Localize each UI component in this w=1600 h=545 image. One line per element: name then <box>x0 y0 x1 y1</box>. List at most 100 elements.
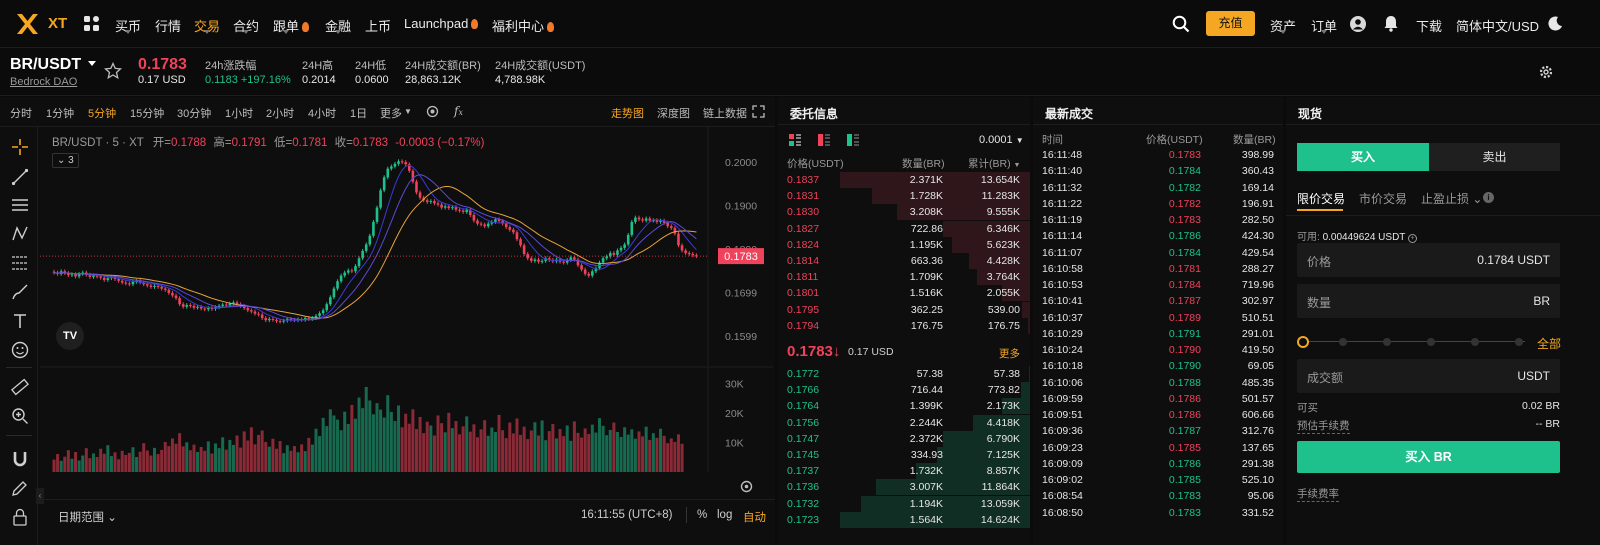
nav-0[interactable]: 买币 <box>115 19 142 34</box>
precision-select[interactable]: 0.0001 ▼ <box>979 134 1024 146</box>
timeframe-0[interactable]: 分时 <box>10 108 32 120</box>
collapse-toolbar-button[interactable]: ‹ <box>36 488 44 504</box>
assets-menu[interactable]: 资产 <box>1270 19 1297 34</box>
fullscreen-icon[interactable] <box>752 105 765 118</box>
bid-row[interactable]: 0.1764 1.399K 2.173K <box>778 398 1030 415</box>
view-1[interactable]: 深度图 <box>657 108 690 120</box>
timeframe-7[interactable]: 4小时 <box>308 108 337 120</box>
price-input[interactable] <box>1394 251 1514 269</box>
bid-row[interactable]: 0.1736 3.007K 11.864K <box>778 479 1030 496</box>
trend-line-icon[interactable] <box>10 167 30 187</box>
ask-row[interactable]: 0.1801 1.516K 2.055K <box>778 285 1030 302</box>
nav-7[interactable]: Launchpad <box>404 16 479 31</box>
nav-8[interactable]: 福利中心 <box>492 16 555 35</box>
project-name-link[interactable]: Bedrock DAO <box>10 76 78 88</box>
xt-logo[interactable]: XT <box>14 11 84 37</box>
bid-row[interactable]: 0.1737 1.732K 8.857K <box>778 463 1030 480</box>
ask-row[interactable]: 0.1827 722.86 6.346K <box>778 220 1030 237</box>
emoji-icon[interactable] <box>10 340 30 360</box>
settings-gear-icon[interactable] <box>1539 65 1553 79</box>
ask-row[interactable]: 0.1814 663.36 4.428K <box>778 253 1030 269</box>
ask-row[interactable]: 0.1837 2.371K 13.654K <box>778 172 1030 188</box>
bid-row[interactable]: 0.1747 2.372K 6.790K <box>778 430 1030 447</box>
all-amount-button[interactable]: 全部 <box>1537 337 1562 351</box>
magnet-icon[interactable] <box>10 449 30 469</box>
ruler-icon[interactable] <box>10 377 30 397</box>
nav-4[interactable]: 跟单 <box>273 16 310 35</box>
ask-row[interactable]: 0.1795 362.25 539.00 <box>778 301 1030 318</box>
timeframe-3[interactable]: 15分钟 <box>130 108 165 120</box>
bid-row[interactable]: 0.1772 57.38 57.38 <box>778 366 1030 382</box>
bid-row[interactable]: 0.1766 716.44 773.82 <box>778 382 1030 399</box>
timeframe-1[interactable]: 1分钟 <box>46 108 75 120</box>
text-tool-icon[interactable] <box>10 311 30 331</box>
timeframe-5[interactable]: 1小时 <box>225 108 254 120</box>
tab-limit-order[interactable]: 限价交易 <box>1297 192 1346 206</box>
quantity-field[interactable]: 数量 BR <box>1297 284 1560 318</box>
nav-3[interactable]: 合约 <box>233 19 260 34</box>
search-icon[interactable] <box>1172 15 1190 33</box>
buy-tab[interactable]: 买入 <box>1297 143 1429 171</box>
download-link[interactable]: 下载 <box>1416 19 1443 34</box>
bid-row[interactable]: 0.1745 334.93 7.125K <box>778 447 1030 463</box>
total-field[interactable]: 成交额 USDT <box>1297 359 1560 393</box>
ask-row[interactable]: 0.1831 1.728K 11.283K <box>778 188 1030 205</box>
buy-submit-button[interactable]: 买入 BR <box>1297 441 1560 473</box>
log-scale-toggle[interactable]: log <box>717 509 733 521</box>
more-link[interactable]: 更多 <box>999 348 1020 360</box>
tab-market-order[interactable]: 市价交易 <box>1359 192 1408 206</box>
fibonacci-icon[interactable] <box>10 253 30 273</box>
favorite-star-icon[interactable] <box>103 61 123 80</box>
timeframe-4[interactable]: 30分钟 <box>177 108 212 120</box>
ask-row[interactable]: 0.1811 1.709K 3.764K <box>778 269 1030 286</box>
price-field[interactable]: 价格 USDT <box>1297 243 1560 277</box>
add-funds-icon[interactable]: + <box>1408 234 1417 243</box>
bid-row[interactable]: 0.1723 1.564K 14.624K <box>778 511 1030 528</box>
date-range-select[interactable]: 日期范围 ⌄ <box>58 512 117 524</box>
deposit-button[interactable]: 充值 <box>1206 11 1255 36</box>
nav-2[interactable]: 交易 <box>194 19 221 34</box>
book-both-view-icon[interactable] <box>789 134 801 146</box>
user-avatar-icon[interactable] <box>1350 16 1366 32</box>
language-currency-select[interactable]: 简体中文/USD <box>1456 19 1540 34</box>
timeframe-9[interactable]: 更多 <box>380 108 402 120</box>
timeframe-8[interactable]: 1日 <box>350 108 368 120</box>
apps-grid-icon[interactable] <box>84 16 99 31</box>
timeframe-2[interactable]: 5分钟 <box>88 108 117 120</box>
view-0[interactable]: 走势图 <box>611 108 644 120</box>
brush-icon[interactable] <box>10 282 30 302</box>
function-fx-icon[interactable]: fx <box>454 104 463 118</box>
ask-row[interactable]: 0.1830 3.208K 9.555K <box>778 204 1030 221</box>
nav-1[interactable]: 行情 <box>155 19 182 34</box>
info-icon[interactable]: i <box>1483 192 1494 203</box>
sell-tab[interactable]: 卖出 <box>1429 143 1560 171</box>
quantity-input[interactable] <box>1405 292 1525 310</box>
dark-mode-moon-icon[interactable] <box>1548 16 1563 31</box>
bid-row[interactable]: 0.1756 2.244K 4.418K <box>778 414 1030 431</box>
view-2[interactable]: 链上数据 <box>703 108 747 120</box>
pattern-tool-icon[interactable] <box>10 224 30 244</box>
horizontal-lines-icon[interactable] <box>10 195 30 215</box>
timeframe-6[interactable]: 2小时 <box>266 108 295 120</box>
nav-5[interactable]: 金融 <box>325 19 352 34</box>
auto-scale-toggle[interactable]: 自动 <box>743 512 766 524</box>
chart-settings-icon[interactable] <box>740 480 753 493</box>
nav-6[interactable]: 上币 <box>365 19 392 34</box>
book-bids-view-icon[interactable] <box>847 134 859 146</box>
indicator-toggle[interactable]: ⌄ 3 <box>52 153 79 168</box>
bid-row[interactable]: 0.1732 1.194K 13.059K <box>778 495 1030 512</box>
amount-slider[interactable] <box>1297 336 1527 348</box>
total-input[interactable] <box>1394 367 1514 385</box>
tab-stop-order[interactable]: 止盈止损 ⌄ <box>1421 192 1483 206</box>
pair-selector[interactable]: BR/USDT <box>10 56 96 74</box>
lock-icon[interactable] <box>10 507 30 527</box>
orders-menu[interactable]: 订单 <box>1311 19 1338 34</box>
ask-row[interactable]: 0.1794 176.75 176.75 <box>778 317 1030 334</box>
crosshair-icon[interactable] <box>10 137 30 157</box>
fee-rate-link[interactable]: 手续费率 <box>1297 488 1339 502</box>
ask-row[interactable]: 0.1824 1.195K 5.623K <box>778 236 1030 253</box>
candlestick-chart[interactable]: 0.20000.19000.18000.16990.159930K20K10K0… <box>40 127 773 477</box>
book-asks-view-icon[interactable] <box>818 134 830 146</box>
indicator-settings-icon[interactable] <box>426 105 439 118</box>
bell-icon[interactable] <box>1383 15 1399 32</box>
